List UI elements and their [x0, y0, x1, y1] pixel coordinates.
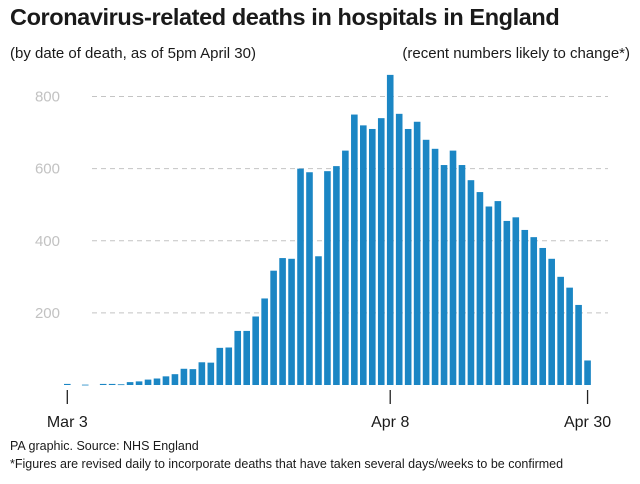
bar: [485, 206, 493, 385]
bar: [207, 362, 215, 385]
bar: [333, 166, 340, 385]
bar: [162, 376, 170, 385]
bar: [315, 256, 322, 385]
bar: [144, 379, 152, 385]
y-axis-ticks: 200 400 600 800: [35, 89, 60, 322]
bar: [404, 128, 412, 385]
x-tick-label: Apr 8: [371, 414, 409, 431]
bar: [297, 168, 304, 385]
bar: [431, 148, 439, 385]
bar: [548, 258, 555, 385]
bar: [288, 258, 295, 385]
bar: [99, 383, 107, 385]
bar: [279, 258, 286, 385]
bar: [368, 128, 376, 385]
bar: [584, 360, 591, 385]
bar: [476, 192, 484, 385]
x-axis: Mar 3 Apr 8 Apr 30: [47, 390, 611, 431]
bar: [171, 374, 179, 385]
bar: [243, 330, 250, 385]
x-tick-label: Apr 30: [564, 414, 611, 431]
bar: [216, 347, 224, 385]
bar: [440, 165, 448, 385]
source-credit: PA graphic. Source: NHS England: [10, 439, 199, 453]
bar: [575, 304, 582, 385]
bar: [521, 229, 529, 385]
bar: [360, 125, 367, 386]
bar: [351, 114, 358, 385]
bar: [422, 139, 430, 385]
bar: [467, 180, 475, 385]
bar: [117, 384, 125, 386]
bar: [458, 165, 466, 385]
chart-note: (recent numbers likely to change*): [402, 45, 630, 62]
bar: [234, 330, 242, 385]
bar: [539, 247, 547, 385]
bar: [270, 270, 277, 385]
bar: [153, 378, 161, 385]
bar: [126, 382, 134, 385]
chart-title: Coronavirus-related deaths in hospitals …: [10, 4, 560, 30]
bar: [512, 217, 520, 385]
chart-subtitle: (by date of death, as of 5pm April 30): [10, 45, 256, 62]
bar: [386, 74, 394, 385]
bar: [198, 362, 206, 385]
bar: [180, 368, 188, 385]
bar: [494, 201, 502, 385]
bar: [189, 369, 197, 385]
bar: [81, 384, 89, 386]
y-tick-label-200: 200: [35, 305, 60, 322]
bar: [342, 150, 349, 385]
bar: [377, 118, 385, 386]
x-tick-label: Mar 3: [47, 414, 88, 431]
bar: [135, 381, 143, 385]
bar: [64, 383, 71, 385]
y-tick-label-400: 400: [35, 233, 60, 250]
bar: [449, 150, 457, 385]
bar: [108, 383, 116, 385]
bar: [306, 172, 313, 385]
y-tick-label-600: 600: [35, 161, 60, 178]
footnote: *Figures are revised daily to incorporat…: [10, 457, 564, 471]
grid-lines: [92, 96, 608, 314]
bar: [261, 298, 268, 385]
bar: [557, 276, 564, 385]
bar: [503, 220, 511, 385]
y-tick-label-800: 800: [35, 89, 60, 106]
bar: [566, 287, 573, 385]
bar: [395, 113, 403, 385]
bar: [252, 316, 259, 385]
bar: [530, 237, 538, 385]
bar: [225, 347, 233, 385]
bar: [413, 121, 421, 386]
bars: [64, 74, 591, 386]
bar: [324, 171, 331, 385]
